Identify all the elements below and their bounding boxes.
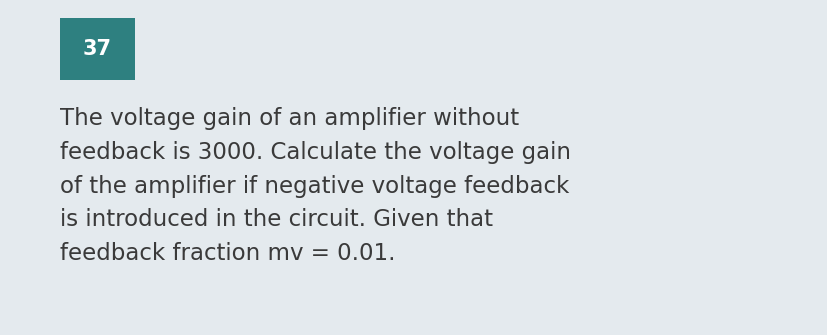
FancyBboxPatch shape xyxy=(60,18,135,80)
Text: 37: 37 xyxy=(83,39,112,59)
Text: The voltage gain of an amplifier without
feedback is 3000. Calculate the voltage: The voltage gain of an amplifier without… xyxy=(60,107,571,265)
